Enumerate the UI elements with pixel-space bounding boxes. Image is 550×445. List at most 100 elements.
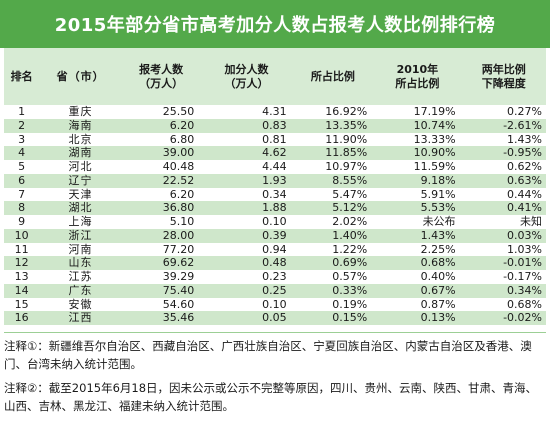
province-cell: 山东 bbox=[68, 256, 93, 270]
rank-cell: 4 bbox=[18, 146, 26, 160]
bonus-cell: 0.83 bbox=[262, 118, 287, 132]
ratio-2010-cell: 1.43% bbox=[420, 228, 456, 242]
table-row: 14 广东 75.40 0.25 0.33% 0.67% 0.34% bbox=[4, 283, 546, 298]
bonus-cell: 0.23 bbox=[262, 270, 287, 283]
divider bbox=[4, 332, 546, 333]
table-header: 排名 省（市） 报考人数 （万人） 加分人数 （万人） 所占比例 2010年 所… bbox=[4, 48, 546, 105]
province-cell: 浙江 bbox=[68, 228, 93, 242]
header-ratio-2010: 2010年 所占比例 bbox=[373, 63, 461, 91]
province-cell: 海南 bbox=[68, 118, 93, 132]
table-row: 2 海南 6.20 0.83 13.35% 10.74% -2.61% bbox=[4, 118, 546, 133]
decline-cell: 0.68% bbox=[507, 297, 542, 311]
decline-cell: 0.41% bbox=[507, 201, 542, 215]
bonus-cell: 0.48 bbox=[262, 256, 287, 270]
applicants-cell: 6.20 bbox=[169, 118, 195, 132]
decline-cell: -0.17% bbox=[503, 270, 542, 283]
rank-cell: 9 bbox=[18, 215, 26, 228]
ratio-cell: 8.55% bbox=[332, 173, 368, 187]
ratio-2010-cell: 11.59% bbox=[413, 160, 456, 173]
table-row: 16 江西 35.46 0.05 0.15% 0.13% -0.02% bbox=[4, 311, 546, 325]
applicants-cell: 6.20 bbox=[169, 187, 195, 201]
bonus-cell: 0.39 bbox=[262, 228, 287, 242]
decline-cell: 0.44% bbox=[507, 187, 542, 201]
province-cell: 重庆 bbox=[68, 105, 93, 118]
rank-cell: 1 bbox=[18, 105, 26, 118]
bonus-cell: 4.31 bbox=[262, 105, 287, 118]
ratio-2010-cell: 5.53% bbox=[420, 201, 456, 215]
decline-cell: 0.27% bbox=[507, 105, 542, 118]
ratio-cell: 0.19% bbox=[332, 297, 368, 311]
table-row: 7 天津 6.20 0.34 5.47% 5.91% 0.44% bbox=[4, 188, 546, 202]
ratio-2010-cell: 13.33% bbox=[413, 132, 456, 146]
header-ratio-2010-line2: 所占比例 bbox=[395, 76, 440, 90]
note-2: 注释②：截至2015年6月18日，因未公示或公示不完整等原因，四川、贵州、云南、… bbox=[4, 381, 538, 413]
table-row: 9 上海 5.10 0.10 2.02% 未公布 未知 bbox=[4, 215, 546, 229]
rank-cell: 5 bbox=[18, 160, 26, 173]
ratio-cell: 11.85% bbox=[325, 146, 368, 160]
applicants-cell: 54.60 bbox=[162, 297, 195, 311]
header-ratio: 所占比例 bbox=[293, 70, 374, 84]
ratio-2010-cell: 5.91% bbox=[420, 187, 456, 201]
rank-cell: 10 bbox=[14, 228, 29, 242]
table-row: 13 江苏 39.29 0.23 0.57% 0.40% -0.17% bbox=[4, 270, 546, 284]
province-cell: 湖北 bbox=[68, 201, 93, 215]
rank-cell: 6 bbox=[18, 173, 26, 187]
ratio-cell: 0.15% bbox=[332, 311, 368, 325]
note-1: 注释①：新疆维吾尔自治区、西藏自治区、广西壮族自治区、宁夏回族自治区、内蒙古自治… bbox=[4, 339, 532, 371]
header-bonus-line1: 加分人数 bbox=[224, 62, 269, 76]
header-decline: 两年比例 下降程度 bbox=[462, 63, 546, 91]
rank-cell: 8 bbox=[18, 201, 26, 215]
applicants-cell: 40.48 bbox=[162, 160, 195, 173]
ratio-2010-cell: 10.74% bbox=[413, 118, 456, 132]
applicants-cell: 35.46 bbox=[162, 311, 195, 325]
table-row: 10 浙江 28.00 0.39 1.40% 1.43% 0.03% bbox=[4, 228, 546, 243]
header-province: 省（市） bbox=[39, 70, 121, 84]
decline-cell: 0.63% bbox=[507, 173, 542, 187]
ratio-2010-cell: 0.67% bbox=[420, 283, 456, 297]
applicants-cell: 39.00 bbox=[162, 146, 195, 160]
province-cell: 上海 bbox=[68, 215, 93, 228]
applicants-cell: 25.50 bbox=[162, 105, 195, 118]
table-row: 3 北京 6.80 0.81 11.90% 13.33% 1.43% bbox=[4, 133, 546, 147]
province-cell: 湖南 bbox=[68, 146, 93, 160]
bonus-cell: 0.10 bbox=[262, 297, 287, 311]
province-cell: 广东 bbox=[68, 283, 93, 297]
decline-cell: 未知 bbox=[520, 215, 542, 228]
province-cell: 江苏 bbox=[68, 270, 93, 283]
ratio-cell: 13.35% bbox=[325, 118, 368, 132]
rank-cell: 11 bbox=[14, 242, 29, 256]
bonus-cell: 4.62 bbox=[262, 146, 287, 160]
header-decline-line2: 下降程度 bbox=[481, 76, 526, 90]
decline-cell: 0.62% bbox=[507, 160, 542, 173]
applicants-cell: 28.00 bbox=[162, 228, 195, 242]
rank-cell: 7 bbox=[18, 187, 26, 201]
table-row: 12 山东 69.62 0.48 0.69% 0.68% -0.01% bbox=[4, 256, 546, 270]
decline-cell: -0.95% bbox=[503, 146, 542, 160]
ratio-cell: 10.97% bbox=[325, 160, 368, 173]
header-rank-line1: 排名 bbox=[10, 69, 33, 83]
table-body: 1 重庆 25.50 4.31 16.92% 17.19% 0.27% 2 海南 6.20 0.83… bbox=[4, 105, 546, 325]
province-cell: 安徽 bbox=[68, 297, 93, 311]
bonus-cell: 0.94 bbox=[262, 242, 287, 256]
rank-cell: 2 bbox=[18, 118, 26, 132]
applicants-cell: 77.20 bbox=[162, 242, 195, 256]
rank-cell: 14 bbox=[14, 283, 29, 297]
table-row: 5 河北 40.48 4.44 10.97% 11.59% 0.62% bbox=[4, 160, 546, 174]
applicants-cell: 75.40 bbox=[162, 283, 195, 297]
ratio-cell: 11.90% bbox=[325, 132, 368, 146]
ratio-cell: 5.47% bbox=[332, 187, 368, 201]
ratio-2010-cell: 0.40% bbox=[420, 270, 456, 283]
rank-cell: 12 bbox=[14, 256, 29, 270]
bonus-cell: 1.93 bbox=[262, 173, 287, 187]
ratio-cell: 2.02% bbox=[332, 215, 368, 228]
page-title: 2015年部分省市高考加分人数占报考人数比例排行榜 bbox=[0, 0, 550, 48]
table-row: 4 湖南 39.00 4.62 11.85% 10.90% -0.95% bbox=[4, 146, 546, 160]
rank-cell: 15 bbox=[14, 297, 29, 311]
header-ratio-2010-line1: 2010年 bbox=[396, 62, 439, 76]
decline-cell: -2.61% bbox=[503, 118, 542, 132]
ratio-cell: 1.22% bbox=[332, 242, 368, 256]
rank-cell: 3 bbox=[18, 132, 26, 146]
ratio-cell: 5.12% bbox=[332, 201, 368, 215]
ratio-2010-cell: 9.18% bbox=[420, 173, 456, 187]
table-row: 15 安徽 54.60 0.10 0.19% 0.87% 0.68% bbox=[4, 298, 546, 312]
